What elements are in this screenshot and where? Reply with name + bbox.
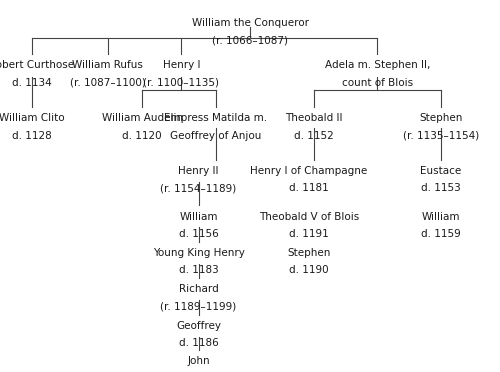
Text: Geoffrey: Geoffrey <box>176 321 221 331</box>
Text: William: William <box>180 212 218 221</box>
Text: William: William <box>422 212 461 221</box>
Text: William Clito: William Clito <box>0 113 65 123</box>
Text: William Rufus: William Rufus <box>72 60 144 70</box>
Text: John: John <box>187 356 210 366</box>
Text: Geoffrey of Anjou: Geoffrey of Anjou <box>170 131 262 141</box>
Text: d. 1128: d. 1128 <box>12 131 52 141</box>
Text: William the Conqueror: William the Conqueror <box>192 18 308 28</box>
Text: William Audelin: William Audelin <box>102 113 183 123</box>
Text: Richard: Richard <box>178 285 218 294</box>
Text: Henry I: Henry I <box>162 60 200 70</box>
Text: d. 1156: d. 1156 <box>178 229 218 239</box>
Text: d. 1120: d. 1120 <box>122 131 162 141</box>
Text: Henry I of Champagne: Henry I of Champagne <box>250 166 368 176</box>
Text: count of Blois: count of Blois <box>342 78 413 88</box>
Text: Robert Curthose: Robert Curthose <box>0 60 74 70</box>
Text: Theobald V of Blois: Theobald V of Blois <box>258 212 359 221</box>
Text: (r. 1189–1199): (r. 1189–1199) <box>160 302 236 312</box>
Text: Young King Henry: Young King Henry <box>152 248 244 258</box>
Text: Henry II: Henry II <box>178 166 219 176</box>
Text: Theobald II: Theobald II <box>285 113 343 123</box>
Text: d. 1191: d. 1191 <box>289 229 329 239</box>
Text: (r. 1087–1100): (r. 1087–1100) <box>70 78 146 88</box>
Text: d. 1134: d. 1134 <box>12 78 52 88</box>
Text: Stephen: Stephen <box>287 248 331 258</box>
Text: d. 1159: d. 1159 <box>421 229 461 239</box>
Text: d. 1183: d. 1183 <box>178 266 218 276</box>
Text: d. 1181: d. 1181 <box>289 183 329 193</box>
Text: d. 1153: d. 1153 <box>421 183 461 193</box>
Text: d. 1190: d. 1190 <box>289 266 329 276</box>
Text: Stephen: Stephen <box>420 113 463 123</box>
Text: (r. 1154–1189): (r. 1154–1189) <box>160 183 236 193</box>
Text: Eustace: Eustace <box>420 166 462 176</box>
Text: (r. 1100–1135): (r. 1100–1135) <box>144 78 220 88</box>
Text: (r. 1135–1154): (r. 1135–1154) <box>403 131 479 141</box>
Text: d. 1186: d. 1186 <box>178 339 218 349</box>
Text: d. 1152: d. 1152 <box>294 131 334 141</box>
Text: Adela m. Stephen II,: Adela m. Stephen II, <box>324 60 430 70</box>
Text: Empress Matilda m.: Empress Matilda m. <box>164 113 268 123</box>
Text: (r. 1066–1087): (r. 1066–1087) <box>212 36 288 46</box>
